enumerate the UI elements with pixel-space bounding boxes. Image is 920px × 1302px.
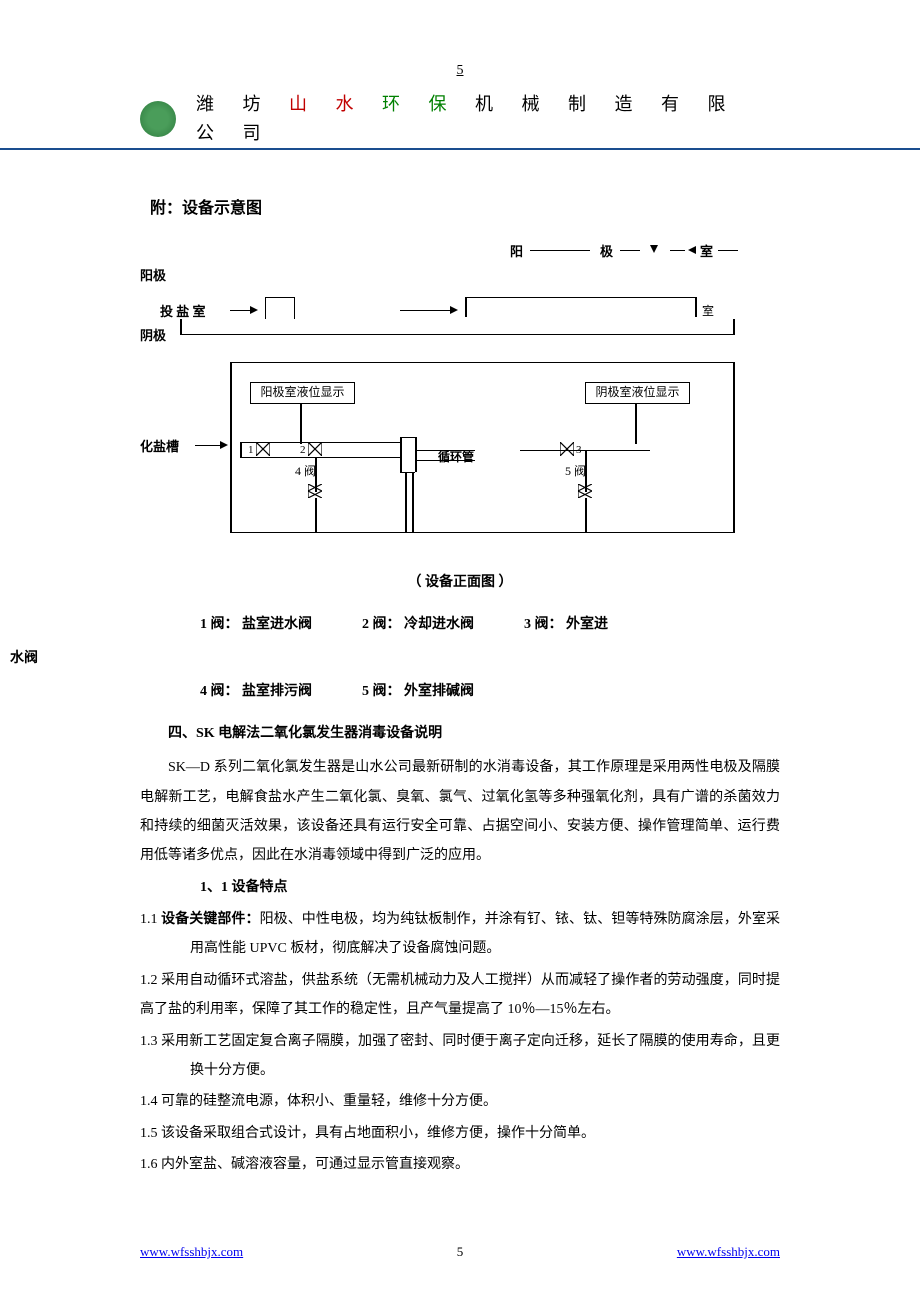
list-item-1-1: 1.1 设备关键部件：阳极、中性电极，均为纯钛板制作，并涂有钌、铱、钛、钽等特殊… <box>140 905 780 964</box>
arrow-icon <box>450 306 458 314</box>
list-item-1-2: 1.2 采用自动循环式溶盐，供盐系统（无需机械动力及人工搅拌）从而减轻了操作者的… <box>140 966 780 1025</box>
arrow-icon <box>250 306 258 314</box>
legend-v1: 1 阀： 盐室进水阀 <box>200 608 312 642</box>
diagram-box <box>265 297 295 319</box>
diagram-line <box>733 319 735 334</box>
yin-display-box: 阴极室液位显示 <box>585 382 690 404</box>
arrow-icon <box>220 441 228 449</box>
legend-v4: 4 阀： 盐室排污阀 <box>200 675 312 709</box>
company-green: 环 保 <box>382 94 459 114</box>
header: 潍 坊 山 水 环 保 机 械 制 造 有 限 公 司 <box>0 82 920 150</box>
section4-body: SK—D 系列二氧化氯发生器是山水公司最新研制的水消毒设备，其工作原理是采用两性… <box>140 753 780 871</box>
diagram-line <box>180 334 735 336</box>
label-yinji-left: 阴极 <box>140 326 166 347</box>
legend-v3: 3 阀： 外室进 <box>524 608 608 642</box>
item1-1-text: 阳极、中性电极，均为纯钛板制作，并涂有钌、铱、钛、钽等特殊防腐涂层，外室采用高性… <box>190 912 780 956</box>
footer-page-number: 5 <box>457 1242 464 1263</box>
diagram-line <box>412 472 414 532</box>
arrow-icon <box>688 246 696 254</box>
list-item-1-6: 1.6 内外室盐、碱溶液容量，可通过显示管直接观察。 <box>140 1150 780 1179</box>
list-item-1-4: 1.4 可靠的硅整流电源，体积小、重量轻，维修十分方便。 <box>140 1087 780 1116</box>
diagram-line <box>180 319 182 334</box>
diagram-line <box>405 472 407 532</box>
list-item-1-5: 1.5 该设备采取组合式设计，具有占地面积小，维修方便，操作十分简单。 <box>140 1119 780 1148</box>
diagram-line <box>585 498 587 532</box>
yang-display-box: 阳极室液位显示 <box>250 382 355 404</box>
diagram-line <box>635 404 637 444</box>
label-touyanshi: 投 盐 室 <box>160 302 206 323</box>
diagram-line <box>733 362 735 532</box>
company-suffix: 机 械 制 造 有 限 公 司 <box>196 94 738 143</box>
diagram-line <box>400 437 402 472</box>
valve2-num: 2 <box>300 442 306 460</box>
diagram-line <box>240 442 242 457</box>
legend-v5: 5 阀： 外室排碱阀 <box>362 675 474 709</box>
label-yang: 阳 <box>510 242 523 263</box>
diagram-line <box>400 437 415 439</box>
page-number-top: 5 <box>0 0 920 82</box>
list-item-1-3: 1.3 采用新工艺固定复合离子隔膜，加强了密封、同时便于离子定向迁移，延长了隔膜… <box>140 1027 780 1086</box>
valve3-num: 3 <box>576 442 582 460</box>
footer-link-right[interactable]: www.wfsshbjx.com <box>677 1242 780 1263</box>
diagram-line <box>620 250 640 252</box>
sub1-title: 1、1 设备特点 <box>200 877 780 899</box>
diagram-line <box>240 457 400 459</box>
company-red: 山 水 <box>289 94 366 114</box>
diagram-line <box>230 362 735 364</box>
equipment-diagram: 阳 极 室 阳极 投 盐 室 室 阴极 阳极室液位显示 阴极室液位显示 <box>140 242 780 562</box>
diagram-line <box>465 297 695 299</box>
label-shi: 室 <box>700 242 713 263</box>
label-xunhuan: 循环管 <box>438 448 474 467</box>
diagram-line <box>300 404 302 444</box>
diagram-line <box>230 532 735 534</box>
valve4-label: 4 阀 <box>295 462 316 481</box>
valve-icon <box>560 442 574 456</box>
footer-link-left[interactable]: www.wfsshbjx.com <box>140 1242 243 1263</box>
label-yangji-left: 阳极 <box>140 266 166 287</box>
diagram-line <box>415 437 417 472</box>
diagram-line <box>465 297 467 317</box>
attachment-title: 附：设备示意图 <box>140 196 780 222</box>
valve-legend: 1 阀： 盐室进水阀 2 阀： 冷却进水阀 3 阀： 外室进 <box>140 608 780 642</box>
item1-1-bold: 设备关键部件： <box>161 912 259 927</box>
valve-icon <box>578 484 592 498</box>
diagram-line <box>670 250 685 252</box>
diagram-line <box>530 250 590 252</box>
company-name: 潍 坊 山 水 环 保 机 械 制 造 有 限 公 司 <box>196 90 780 148</box>
company-logo-icon <box>140 101 176 137</box>
footer: www.wfsshbjx.com 5 www.wfsshbjx.com <box>0 1182 920 1293</box>
legend-v3-cont: 水阀 <box>10 642 780 676</box>
valve1-num: 1 <box>248 442 254 460</box>
diagram-line <box>315 498 317 532</box>
valve-legend-row2: 4 阀： 盐室排污阀 5 阀： 外室排碱阀 <box>140 675 780 709</box>
legend-v2: 2 阀： 冷却进水阀 <box>362 608 474 642</box>
diagram-line <box>230 362 232 532</box>
diagram-line <box>400 310 450 312</box>
valve-icon <box>308 484 322 498</box>
arrow-icon <box>650 245 658 253</box>
label-ji: 极 <box>600 242 613 263</box>
diagram-line <box>195 445 220 447</box>
valve5-label: 5 阀 <box>565 462 586 481</box>
valve-icon <box>256 442 270 456</box>
item1-1-num: 1.1 <box>140 912 158 927</box>
section4-title: 四、SK 电解法二氧化氯发生器消毒设备说明 <box>168 723 780 745</box>
label-shi-right: 室 <box>702 302 714 321</box>
label-huayancao: 化盐槽 <box>140 437 179 458</box>
content: 附：设备示意图 阳 极 室 阳极 投 盐 室 室 阴极 阳极室液位显 <box>0 156 920 1180</box>
diagram-caption: （ 设备正面图 ） <box>140 572 780 594</box>
diagram-line <box>230 310 250 312</box>
diagram-line <box>718 250 738 252</box>
valve-icon <box>308 442 322 456</box>
diagram-line <box>695 297 697 317</box>
company-prefix: 潍 坊 <box>196 94 273 114</box>
